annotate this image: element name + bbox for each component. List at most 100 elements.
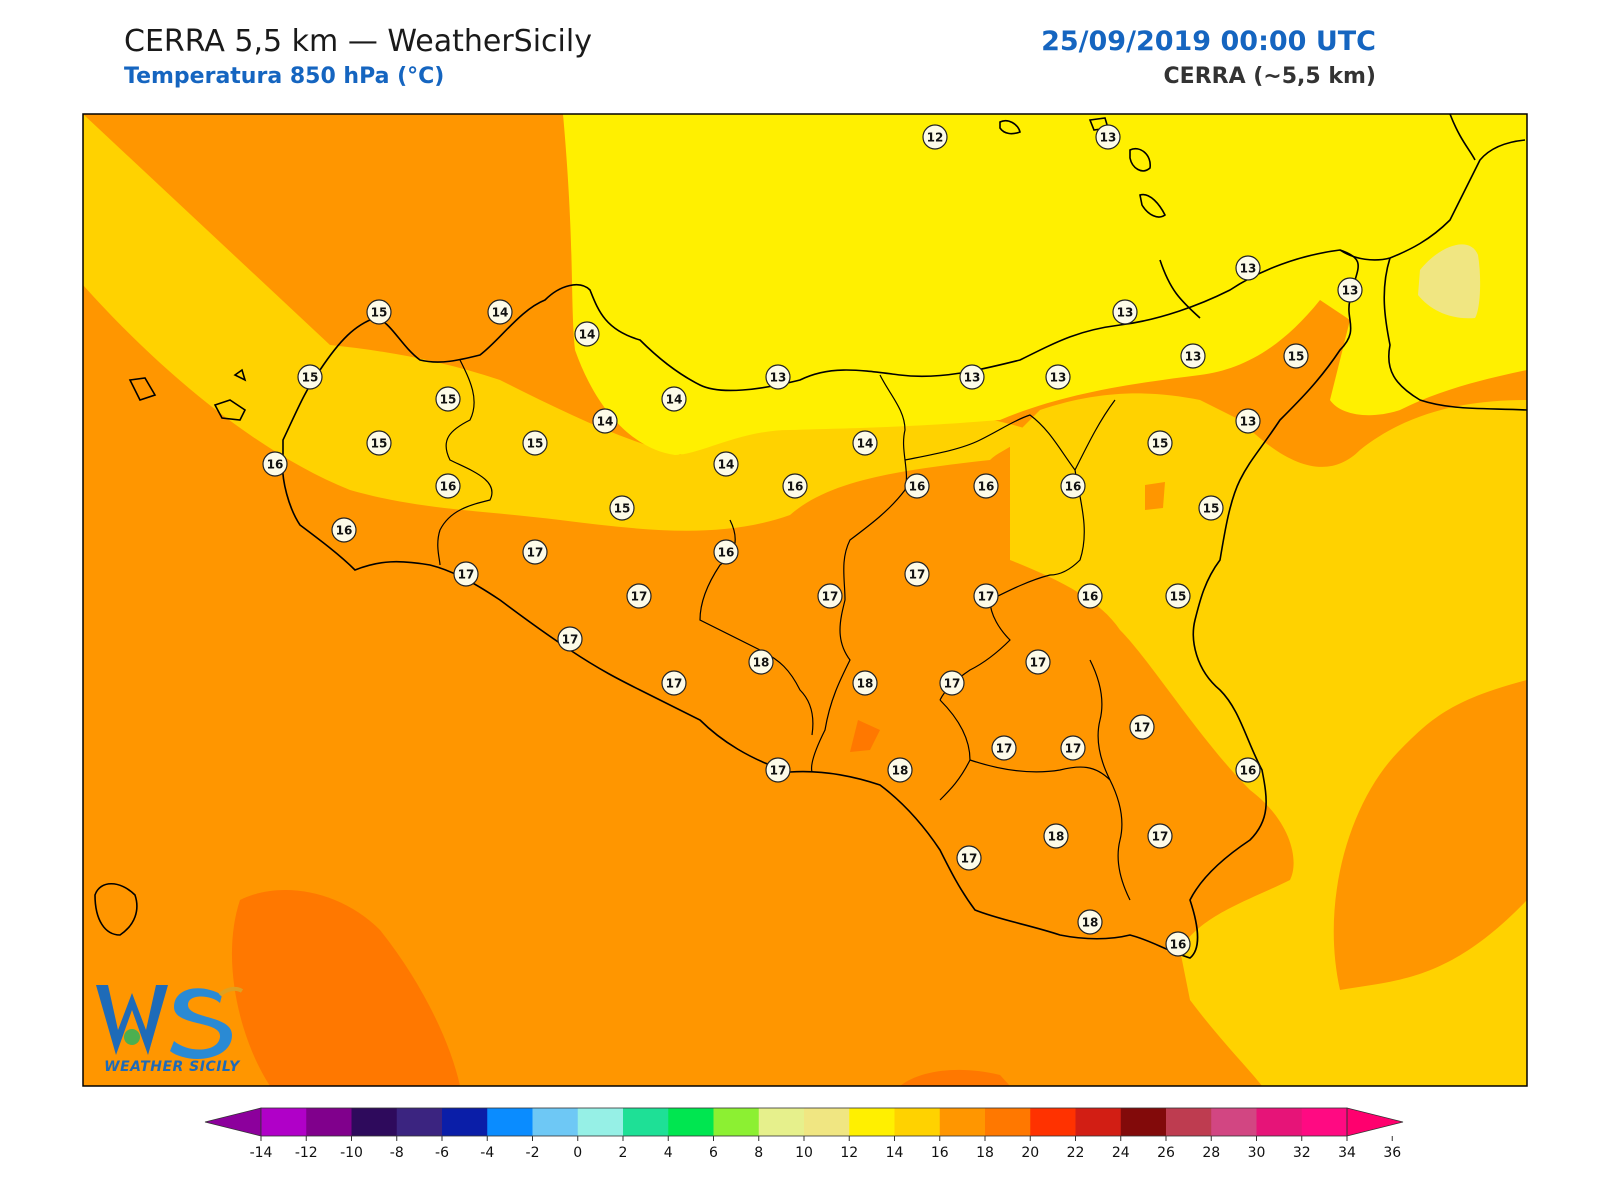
station-marker: 17 [991,735,1017,761]
colorbar: -14 -12 -10 -8 -6 -4 -2 0 2 4 6 8 10 12 14 16 18 20 22 24 26… [204,1107,1404,1161]
station-marker: 17 [661,670,687,696]
colorbar-tick-label: -10 [340,1145,363,1161]
colorbar-segment [1256,1108,1303,1136]
field-10-12 [1418,244,1481,319]
colorbar-tick-label: 22 [1067,1145,1085,1161]
station-circle [609,495,635,521]
station-marker: 18 [1043,823,1069,849]
station-circle [1077,583,1103,609]
station-marker: 13 [1235,255,1261,281]
station-value: 16 [1170,938,1187,952]
colorbar-tick-label: 14 [886,1145,904,1161]
station-marker: 18 [852,670,878,696]
station-value: 15 [1152,437,1169,451]
station-value: 17 [666,677,683,691]
coastline [94,113,1528,959]
station-marker: 18 [887,757,913,783]
station-marker: 16 [435,473,461,499]
colorbar-tick-label: 10 [795,1145,813,1161]
station-circle [1180,343,1206,369]
station-marker: 17 [1129,714,1155,740]
station-value: 14 [579,328,596,342]
colorbar-segment [532,1108,579,1136]
station-circle [852,430,878,456]
colorbar-segment [713,1108,760,1136]
station-circle [574,321,600,347]
colorbar-tick-label: -2 [526,1145,540,1161]
station-marker: 17 [904,561,930,587]
station-marker: 16 [1165,931,1191,957]
colorbar-segment [758,1108,805,1136]
colorbar-segment [1211,1108,1257,1136]
station-circle [1165,931,1191,957]
station-circle [904,473,930,499]
colorbar-tick-label: -8 [390,1145,404,1161]
station-circle [435,386,461,412]
station-circle [557,626,583,652]
station-marker: 14 [661,386,687,412]
station-marker: 18 [1077,909,1103,935]
station-value: 16 [718,546,735,560]
station-circle [765,757,791,783]
station-value: 16 [336,524,353,538]
colorbar-segment [1075,1108,1122,1136]
station-circle [661,670,687,696]
station-value: 15 [527,437,544,451]
station-value: 16 [909,480,926,494]
station-circle [1060,735,1086,761]
station-value: 15 [440,393,457,407]
model-label: CERRA (~5,5 km) [1163,64,1376,89]
station-circle [1077,909,1103,935]
station-circle [1235,408,1261,434]
station-circle [1045,364,1071,390]
station-marker: 16 [904,473,930,499]
station-marker: 17 [453,561,479,587]
colorbar-tick-label: 16 [931,1145,949,1161]
station-marker: 15 [297,364,323,390]
station-circle [956,845,982,871]
station-value: 13 [964,371,981,385]
station-circle [297,364,323,390]
colorbar-tick-label: 32 [1293,1145,1311,1161]
colorbar-tick-label: 0 [573,1145,582,1161]
station-circle [435,473,461,499]
station-value: 17 [909,568,926,582]
station-value: 14 [492,306,509,320]
station-marker: 16 [782,473,808,499]
station-value: 15 [371,437,388,451]
field-18-20 [850,720,880,752]
station-value: 18 [1048,830,1065,844]
colorbar-segment [985,1108,1031,1136]
station-value: 16 [1082,590,1099,604]
field-18-20 [900,1069,1010,1086]
station-circle [939,670,965,696]
colorbar-tick-label: 20 [1021,1145,1039,1161]
station-marker: 14 [574,321,600,347]
station-circle [1025,649,1051,675]
station-value: 17 [1134,721,1151,735]
station-marker: 15 [1147,430,1173,456]
station-marker: 16 [1235,757,1261,783]
station-value: 14 [666,393,683,407]
station-value: 15 [1288,350,1305,364]
station-circle [1129,714,1155,740]
station-circle [1337,277,1363,303]
colorbar-segment [804,1108,850,1136]
colorbar-tick-label: 34 [1338,1145,1356,1161]
station-value: 17 [527,546,544,560]
station-circle [713,451,739,477]
station-circle [1147,430,1173,456]
station-value: 13 [1050,371,1067,385]
station-value: 16 [978,480,995,494]
station-value: 13 [1342,284,1359,298]
station-circle [959,364,985,390]
station-value: 18 [1082,916,1099,930]
colorbar-tick-label: 18 [976,1145,994,1161]
station-marker: 15 [609,495,635,521]
field-16-18 [1145,482,1165,510]
station-circle [1283,343,1309,369]
station-marker: 16 [262,451,288,477]
field-12-14 [563,114,1527,455]
station-marker: 17 [956,845,982,871]
station-value: 17 [458,568,475,582]
